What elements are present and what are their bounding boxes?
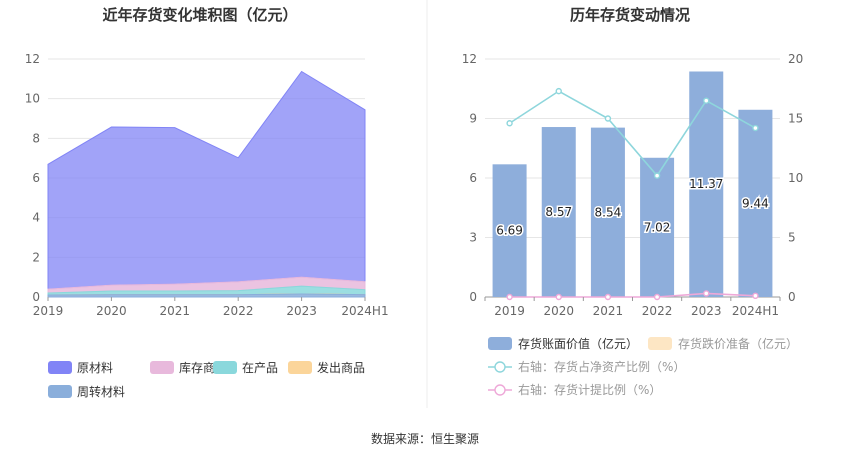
right-y-tick-label: 12 bbox=[462, 52, 477, 66]
left-x-tick-label: 2021 bbox=[160, 304, 191, 318]
right-bar-value-labels: 6.69 8.57 8.54 7.02 11.37 9.44 bbox=[495, 176, 771, 239]
right-x-tick-label: 2023 bbox=[691, 304, 722, 318]
line-point bbox=[703, 97, 710, 104]
bar-value-label: 8.57 bbox=[545, 205, 572, 219]
left-x-tick-label: 2023 bbox=[286, 304, 317, 318]
line-point bbox=[752, 292, 759, 300]
left-x-tick-label: 2024H1 bbox=[341, 304, 388, 318]
bar-value-label: 11.37 bbox=[689, 177, 723, 191]
line-point bbox=[555, 87, 562, 95]
left-y-tick-label: 2 bbox=[32, 250, 40, 264]
right-legend-label: 存货账面价值（亿元） bbox=[518, 336, 638, 351]
line-point bbox=[604, 293, 612, 301]
left-legend-label: 在产品 bbox=[242, 361, 278, 375]
area-layer-raw bbox=[47, 70, 366, 290]
line-point bbox=[506, 120, 513, 127]
right-bars bbox=[492, 71, 773, 298]
left-y-tick-label: 4 bbox=[32, 211, 40, 225]
bar-value-label: 9.44 bbox=[742, 196, 769, 210]
bar-value-label: 6.69 bbox=[496, 224, 523, 238]
left-chart-title: 近年存货变化堆积图（亿元） bbox=[102, 6, 297, 24]
left-y-tick-label: 0 bbox=[32, 290, 40, 304]
bar-value-label: 8.54 bbox=[595, 205, 622, 219]
book-value-bar bbox=[640, 157, 675, 297]
left-x-axis-ticks: 2019 2020 2021 2022 2023 2024H1 bbox=[33, 297, 389, 318]
left-legend-label: 发出商品 bbox=[317, 360, 365, 375]
line-point bbox=[653, 172, 661, 179]
left-x-tick-label: 2022 bbox=[223, 304, 254, 318]
left-legend-swatch bbox=[48, 361, 72, 374]
right-legend-swatch bbox=[648, 337, 672, 350]
right-chart-title: 历年存货变动情况 bbox=[570, 6, 690, 24]
right-y-tick-label: 0 bbox=[469, 290, 477, 304]
left-legend-label: 周转材料 bbox=[77, 384, 125, 399]
left-y-tick-label: 12 bbox=[25, 52, 40, 66]
book-value-bar bbox=[689, 71, 724, 298]
right-y-tick-label: 3 bbox=[469, 231, 477, 245]
right-legend-label: 右轴：存货占净资产比例（%） bbox=[518, 359, 685, 374]
left-area-layers bbox=[47, 70, 366, 298]
right-y2-tick-label: 5 bbox=[788, 231, 796, 245]
right-legend-swatch bbox=[488, 337, 512, 350]
right-x-tick-label: 2019 bbox=[494, 304, 525, 318]
right-y2-tick-label: 0 bbox=[788, 290, 796, 304]
right-y2-tick-label: 20 bbox=[788, 52, 803, 66]
left-y-tick-label: 10 bbox=[25, 92, 40, 106]
right-legend-marker bbox=[494, 384, 506, 396]
line-series-ratio_line bbox=[509, 90, 756, 177]
book-value-bar bbox=[738, 109, 773, 297]
area-layer-turnover bbox=[47, 293, 366, 298]
left-x-tick-label: 2020 bbox=[96, 304, 127, 318]
line-point bbox=[506, 293, 513, 301]
right-y-axis-ticks: 0 3 6 9 12 bbox=[462, 52, 477, 304]
right-x-axis-ticks: 2019 2020 2021 2022 2023 2024H1 bbox=[484, 297, 781, 318]
left-y-tick-label: 8 bbox=[32, 131, 40, 145]
right-legend-label: 存货跌价准备（亿元） bbox=[678, 336, 798, 351]
right-x-tick-label: 2022 bbox=[642, 304, 673, 318]
right-legend: 存货账面价值（亿元） 存货跌价准备（亿元） 右轴：存货占净资产比例（%） 右轴：存货计… bbox=[488, 336, 798, 397]
book-value-bar bbox=[541, 127, 576, 297]
right-grid bbox=[485, 58, 780, 298]
inventory-change-chart: 历年存货变动情况 6.69 8.57 8.54 7.02 11.37 9.44 0 3 6 9 1… bbox=[462, 6, 804, 397]
stacked-area-chart: 近年存货变化堆积图（亿元） 0 2 4 6 8 10 12 2019 2020 2021 2022… bbox=[25, 6, 389, 399]
right-y-tick-label: 9 bbox=[469, 112, 477, 126]
right-x-tick-label: 2021 bbox=[593, 304, 624, 318]
right-y2-tick-label: 15 bbox=[788, 112, 803, 126]
source-text: 数据来源：恒生聚源 bbox=[371, 431, 479, 446]
left-x-tick-label: 2019 bbox=[33, 304, 64, 318]
right-x-tick-label: 2020 bbox=[543, 304, 574, 318]
left-legend-swatch bbox=[48, 385, 72, 398]
bar-value-label: 7.02 bbox=[644, 220, 671, 234]
left-legend-label: 原材料 bbox=[77, 361, 113, 375]
right-legend-marker bbox=[494, 361, 506, 373]
right-y2-tick-label: 10 bbox=[788, 171, 803, 185]
line-point bbox=[555, 293, 562, 301]
right-y2-axis-ticks: 0 5 10 15 20 bbox=[788, 52, 803, 304]
right-x-tick-label: 2024H1 bbox=[732, 304, 779, 318]
left-legend-swatch bbox=[288, 361, 312, 374]
line-point bbox=[653, 293, 661, 301]
left-y-axis-ticks: 0 2 4 6 8 10 12 bbox=[25, 52, 40, 304]
left-legend-swatch bbox=[213, 361, 237, 374]
book-value-bar bbox=[590, 127, 625, 297]
left-y-tick-label: 6 bbox=[32, 171, 40, 185]
right-y-tick-label: 6 bbox=[469, 171, 477, 185]
right-legend-label: 右轴：存货计提比例（%） bbox=[518, 382, 661, 397]
line-point bbox=[604, 115, 612, 122]
book-value-bar bbox=[492, 164, 527, 297]
left-legend-swatch bbox=[150, 361, 174, 374]
line-point bbox=[752, 124, 759, 132]
line-point bbox=[703, 290, 710, 297]
